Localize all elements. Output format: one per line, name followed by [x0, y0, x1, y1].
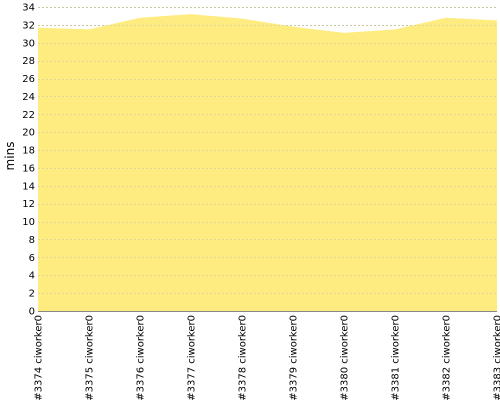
x-tick-label-3: #3377 ciworker0	[187, 315, 198, 400]
y-tick-label-32: 32	[22, 20, 35, 31]
y-tick-label-8: 8	[29, 235, 35, 246]
y-tick-label-10: 10	[22, 217, 35, 228]
y-tick-label-12: 12	[22, 199, 35, 210]
y-tick-label-18: 18	[22, 146, 35, 157]
x-tick-label-7: #3381 ciworker0	[391, 315, 402, 400]
area-series	[38, 7, 497, 311]
x-tick-label-8: #3382 ciworker0	[442, 315, 453, 400]
x-tick-label-0: #3374 ciworker0	[34, 315, 45, 400]
y-tick-label-30: 30	[22, 38, 35, 49]
y-tick-label-22: 22	[22, 110, 35, 121]
y-axis-label: mins	[3, 142, 17, 171]
x-tick-label-4: #3378 ciworker0	[238, 315, 249, 400]
y-tick-label-14: 14	[22, 181, 35, 192]
y-tick-label-6: 6	[29, 253, 35, 264]
y-tick-label-28: 28	[22, 56, 35, 67]
y-tick-label-26: 26	[22, 74, 35, 85]
x-tick-label-9: #3383 ciworker0	[493, 315, 500, 400]
y-tick-label-2: 2	[29, 289, 35, 300]
y-tick-label-0: 0	[29, 307, 35, 318]
x-tick-labels: #3374 ciworker0 #3375 ciworker0 #3376 ciwo…	[34, 315, 500, 400]
x-tick-label-5: #3379 ciworker0	[289, 315, 300, 400]
y-tick-label-4: 4	[29, 271, 35, 282]
y-tick-label-20: 20	[22, 128, 35, 139]
y-tick-label-16: 16	[22, 163, 35, 174]
area-fill	[38, 14, 497, 311]
x-tick-label-1: #3375 ciworker0	[85, 315, 96, 400]
y-tick-label-34: 34	[22, 3, 35, 14]
x-tick-label-6: #3380 ciworker0	[340, 315, 351, 400]
x-tick-label-2: #3376 ciworker0	[136, 315, 147, 400]
y-tick-label-24: 24	[22, 92, 35, 103]
